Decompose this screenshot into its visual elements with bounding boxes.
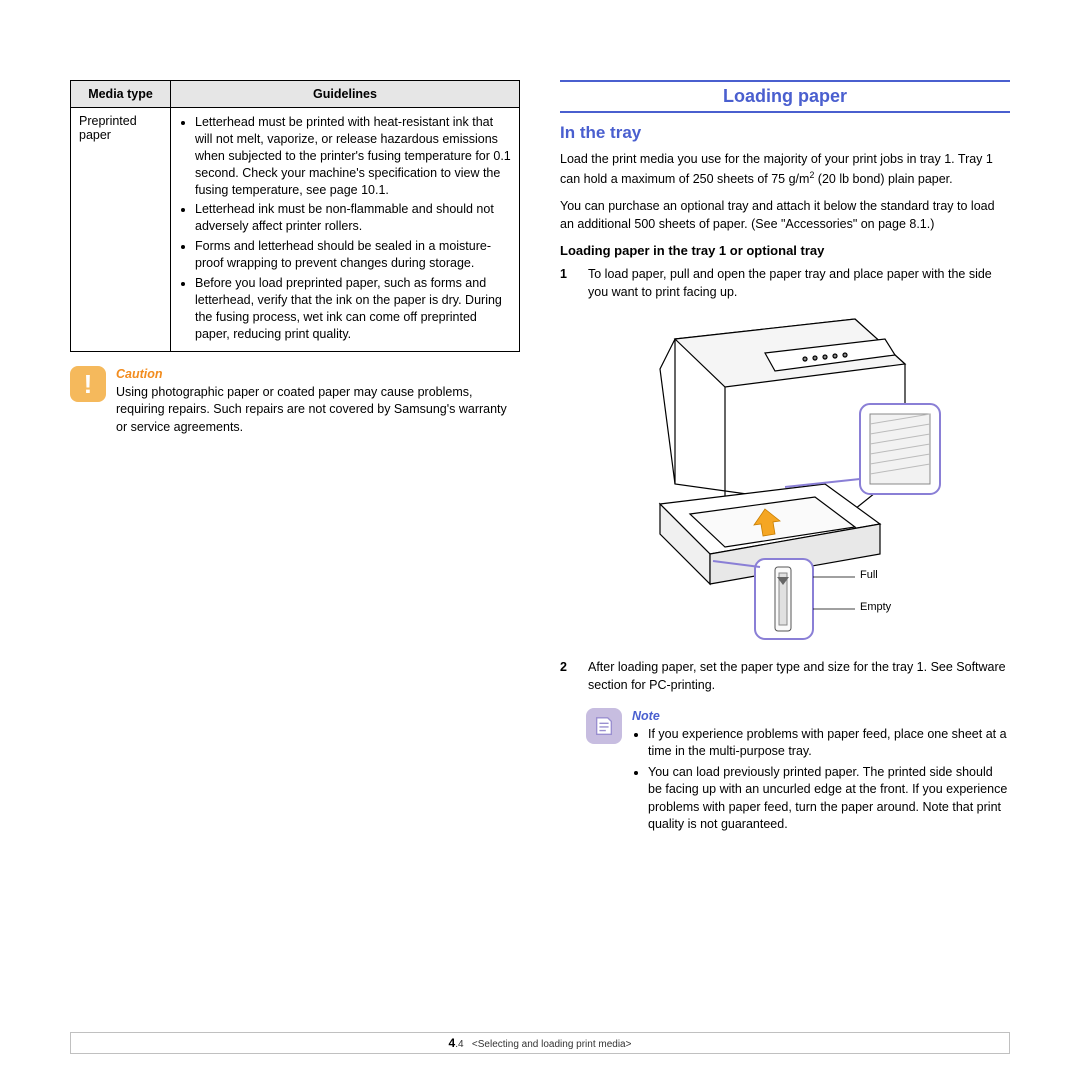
paragraph-1: Load the print media you use for the maj… xyxy=(560,151,1010,188)
step-item: 2 After loading paper, set the paper typ… xyxy=(560,659,1010,694)
table-header-media-type: Media type xyxy=(71,81,171,108)
left-column: Media type Guidelines Preprinted paper L… xyxy=(70,80,520,837)
figure-label-full: Full xyxy=(860,569,878,581)
media-guidelines-table: Media type Guidelines Preprinted paper L… xyxy=(70,80,520,352)
subheading-2: Loading paper in the tray 1 or optional … xyxy=(560,243,1010,258)
step-item: 1 To load paper, pull and open the paper… xyxy=(560,266,1010,301)
page-footer: 4.4 <Selecting and loading print media> xyxy=(70,1032,1010,1054)
guideline-item: Letterhead ink must be non-flammable and… xyxy=(195,201,511,235)
step-text: To load paper, pull and open the paper t… xyxy=(588,266,1010,301)
table-row: Preprinted paper Letterhead must be prin… xyxy=(71,108,520,352)
caution-text: Using photographic paper or coated paper… xyxy=(116,385,507,434)
section-rule: Loading paper xyxy=(560,80,1010,113)
paragraph-2: You can purchase an optional tray and at… xyxy=(560,198,1010,233)
page-number-minor: .4 xyxy=(455,1039,463,1050)
caution-icon: ! xyxy=(70,366,106,402)
guideline-item: Forms and letterhead should be sealed in… xyxy=(195,238,511,272)
footer-chapter: <Selecting and loading print media> xyxy=(472,1039,632,1050)
table-header-guidelines: Guidelines xyxy=(171,81,520,108)
section-title: Loading paper xyxy=(723,86,847,106)
printer-svg xyxy=(605,309,965,649)
step-number: 1 xyxy=(560,266,574,301)
caution-label: Caution xyxy=(116,367,163,381)
note-icon xyxy=(586,708,622,744)
figure-label-empty: Empty xyxy=(860,601,891,613)
note-label: Note xyxy=(632,709,660,723)
note-item: You can load previously printed paper. T… xyxy=(648,764,1010,834)
two-column-layout: Media type Guidelines Preprinted paper L… xyxy=(70,80,1010,837)
manual-page: Media type Guidelines Preprinted paper L… xyxy=(0,0,1080,1080)
steps-list: 1 To load paper, pull and open the paper… xyxy=(560,266,1010,301)
cell-media-type: Preprinted paper xyxy=(71,108,171,352)
note-item: If you experience problems with paper fe… xyxy=(648,726,1010,761)
step-text: After loading paper, set the paper type … xyxy=(588,659,1010,694)
guideline-item: Before you load preprinted paper, such a… xyxy=(195,275,511,343)
printer-illustration: Full Empty xyxy=(605,309,965,649)
note-callout: Note If you experience problems with pap… xyxy=(586,708,1010,837)
guideline-item: Letterhead must be printed with heat-res… xyxy=(195,114,511,198)
step-number: 2 xyxy=(560,659,574,694)
right-column: Loading paper In the tray Load the print… xyxy=(560,80,1010,837)
caution-callout: ! Caution Using photographic paper or co… xyxy=(70,366,520,436)
cell-guidelines: Letterhead must be printed with heat-res… xyxy=(171,108,520,352)
subheading: In the tray xyxy=(560,123,1010,143)
steps-list-cont: 2 After loading paper, set the paper typ… xyxy=(560,659,1010,694)
